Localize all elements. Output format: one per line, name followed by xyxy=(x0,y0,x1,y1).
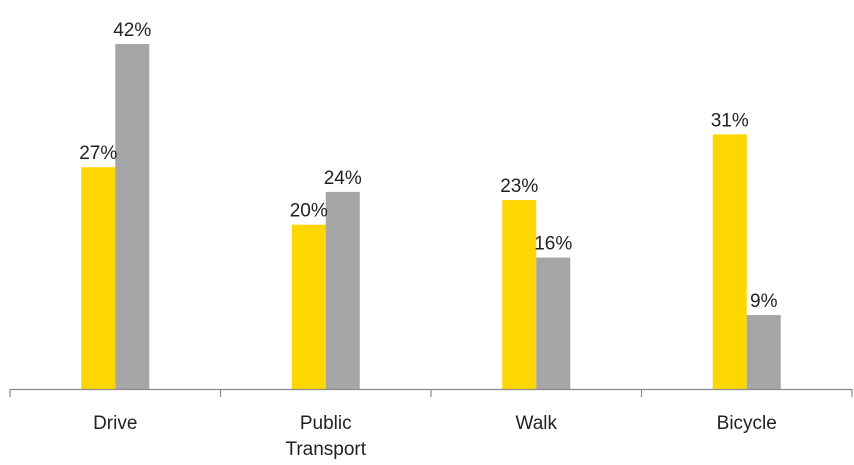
data-labels-layer: 27% 42% 20% 24% 23% 16% 31% 9% xyxy=(79,20,777,312)
data-label-series-1-category-2: 20% xyxy=(290,201,328,222)
x-tick-label-3: Walk xyxy=(515,413,557,434)
x-tick-label-2: Public Transport xyxy=(285,413,366,460)
bars-layer xyxy=(81,44,781,389)
bar-series-2-category-3 xyxy=(536,257,571,389)
bar-series-2-category-1 xyxy=(115,44,150,389)
data-label-series-2-category-2: 24% xyxy=(324,168,362,189)
x-tick-label-4: Bicycle xyxy=(717,413,777,434)
data-label-series-2-category-4: 9% xyxy=(750,291,778,312)
bar-series-1-category-3 xyxy=(502,200,537,389)
data-label-series-1-category-1: 27% xyxy=(79,143,117,164)
bar-series-2-category-2 xyxy=(325,191,360,389)
bar-series-1-category-2 xyxy=(291,224,326,389)
data-label-series-2-category-3: 16% xyxy=(534,234,572,255)
bar-series-2-category-4 xyxy=(746,315,781,389)
bar-series-1-category-4 xyxy=(712,134,747,389)
x-tick-label-1: Drive xyxy=(93,413,137,434)
data-label-series-1-category-3: 23% xyxy=(500,176,538,197)
data-label-series-1-category-4: 31% xyxy=(711,110,749,131)
x-tick-labels: Drive Public Transport Walk Bicycle xyxy=(93,413,777,460)
bar-series-1-category-1 xyxy=(81,167,116,389)
x-axis xyxy=(9,388,853,397)
data-label-series-2-category-1: 42% xyxy=(113,20,151,41)
